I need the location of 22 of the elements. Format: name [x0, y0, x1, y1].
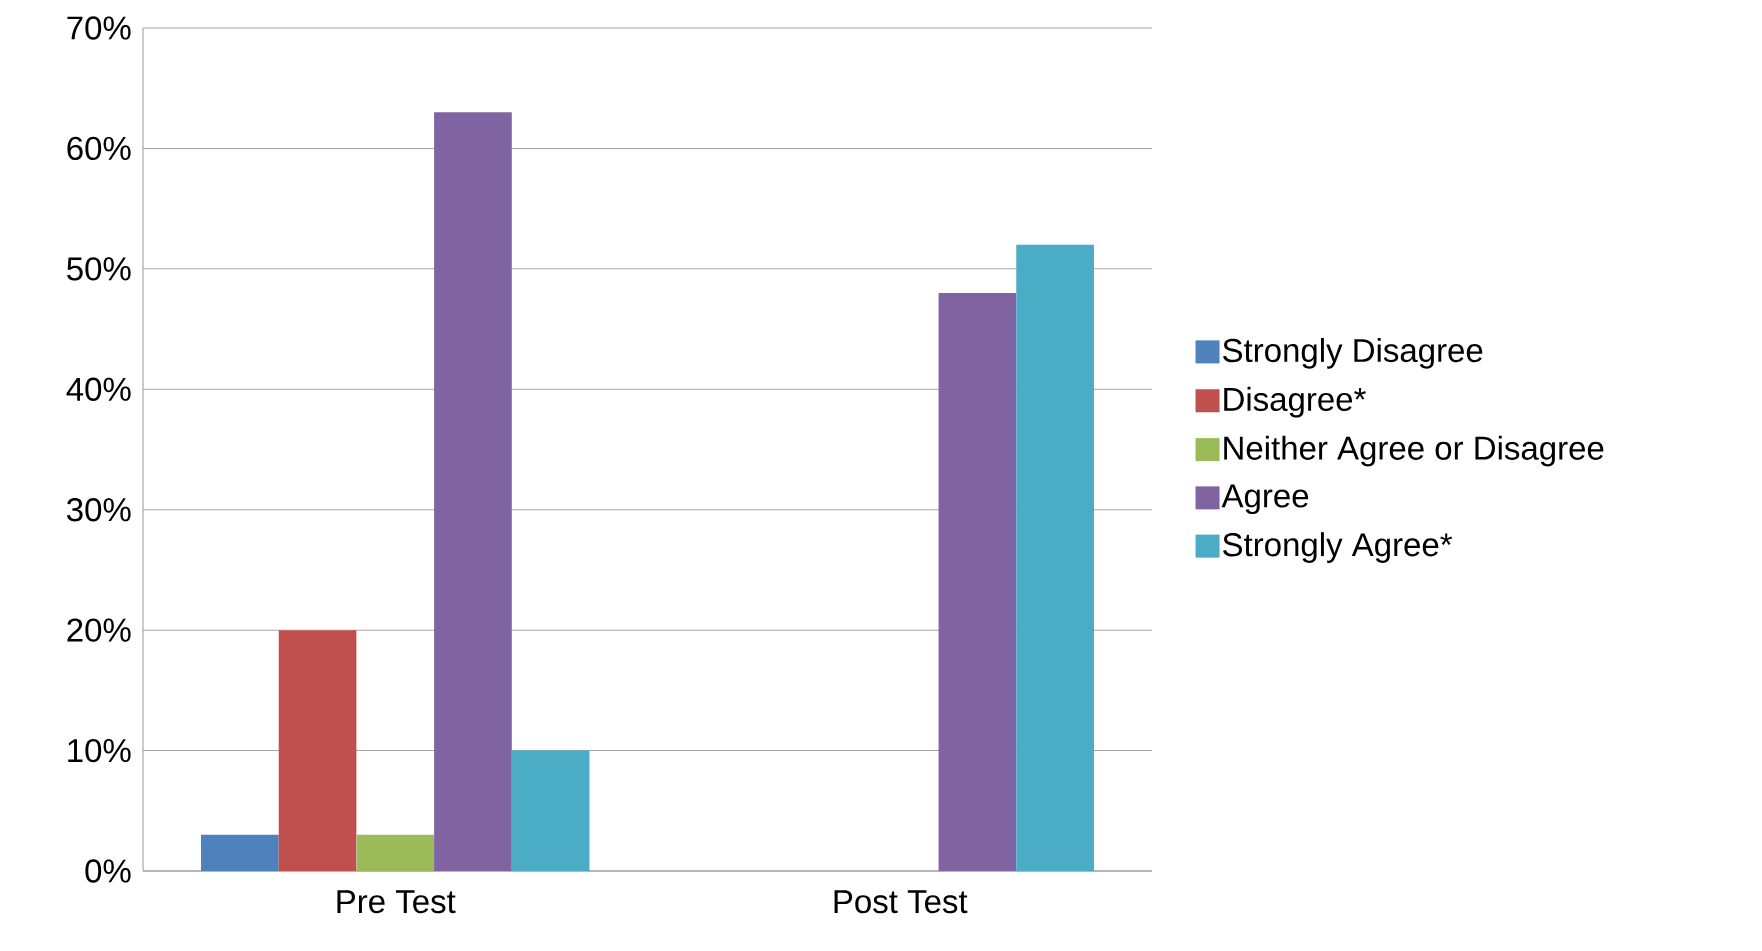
bar: [434, 112, 512, 871]
x-tick-label: Pre Test: [337, 890, 456, 914]
y-tick-label: 0%: [85, 859, 131, 883]
legend-label: Neither Agree or Disagree: [1224, 435, 1604, 467]
y-tick-label: 30%: [67, 498, 131, 522]
legend-label: Strongly Disagree: [1223, 337, 1483, 369]
y-tick-label: 50%: [67, 257, 131, 281]
bar: [356, 834, 435, 871]
y-tick-label: 60%: [67, 136, 131, 161]
bar: [938, 292, 1017, 871]
y-tick-label: 10%: [68, 738, 131, 763]
bar: [511, 750, 590, 871]
legend-label: Agree: [1221, 484, 1309, 515]
legend-label: Strongly Agree*: [1223, 532, 1453, 563]
legend-label: Disagree*: [1224, 386, 1366, 418]
bar: [201, 834, 279, 871]
y-tick-label: 70%: [67, 16, 131, 40]
y-tick-label: 40%: [66, 377, 131, 401]
y-tick-label: 20%: [67, 618, 131, 642]
x-tick-label: Post Test: [834, 890, 968, 914]
bar: [1016, 244, 1094, 871]
bar: [278, 630, 357, 871]
